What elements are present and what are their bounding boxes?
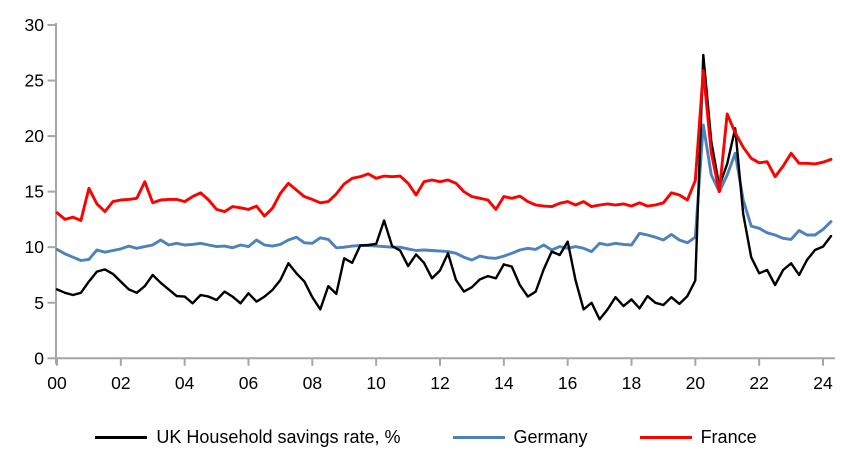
x-tick-label: 14 (494, 373, 514, 393)
uk-legend-label: UK Household savings rate, % (156, 427, 401, 447)
y-tick-label: 15 (25, 182, 44, 202)
line-chart: 0 5 10 15 20 25 30 00 02 04 06 08 10 12 14 16 18 20 22 24 (25, 15, 835, 393)
legend-item-france: France (639, 427, 757, 448)
y-tick-label: 30 (25, 15, 45, 35)
x-tick-label: 22 (749, 373, 768, 393)
y-tick-label: 25 (25, 71, 44, 91)
x-tick-label: 18 (622, 373, 641, 393)
france-line-swatch (639, 436, 692, 439)
germany-legend-label: Germany (513, 427, 588, 447)
x-tick-label: 24 (813, 373, 833, 393)
x-tick-label: 10 (366, 373, 386, 393)
y-tick-label: 0 (34, 348, 44, 368)
legend-item-germany: Germany (452, 427, 588, 448)
x-tick-label: 16 (558, 373, 577, 393)
germany-line-swatch (452, 436, 505, 439)
x-tick-label: 00 (47, 373, 67, 393)
x-tick-label: 02 (111, 373, 130, 393)
x-tick-label: 20 (686, 373, 706, 393)
x-tick-label: 08 (303, 373, 322, 393)
uk-line-swatch (95, 436, 148, 439)
y-tick-label: 10 (25, 237, 45, 257)
x-tick-label: 04 (175, 373, 195, 393)
x-tick-label: 12 (430, 373, 449, 393)
series-line-germany (55, 123, 833, 262)
series-line-france (55, 69, 833, 222)
legend: UK Household savings rate, % Germany Fra… (0, 427, 852, 448)
y-tick-label: 20 (25, 126, 45, 146)
y-tick-label: 5 (34, 293, 44, 313)
legend-item-uk: UK Household savings rate, % (95, 427, 401, 448)
x-tick-label: 06 (239, 373, 258, 393)
france-legend-label: France (700, 427, 757, 447)
series-line-uk-household-savings-rate (55, 53, 833, 321)
